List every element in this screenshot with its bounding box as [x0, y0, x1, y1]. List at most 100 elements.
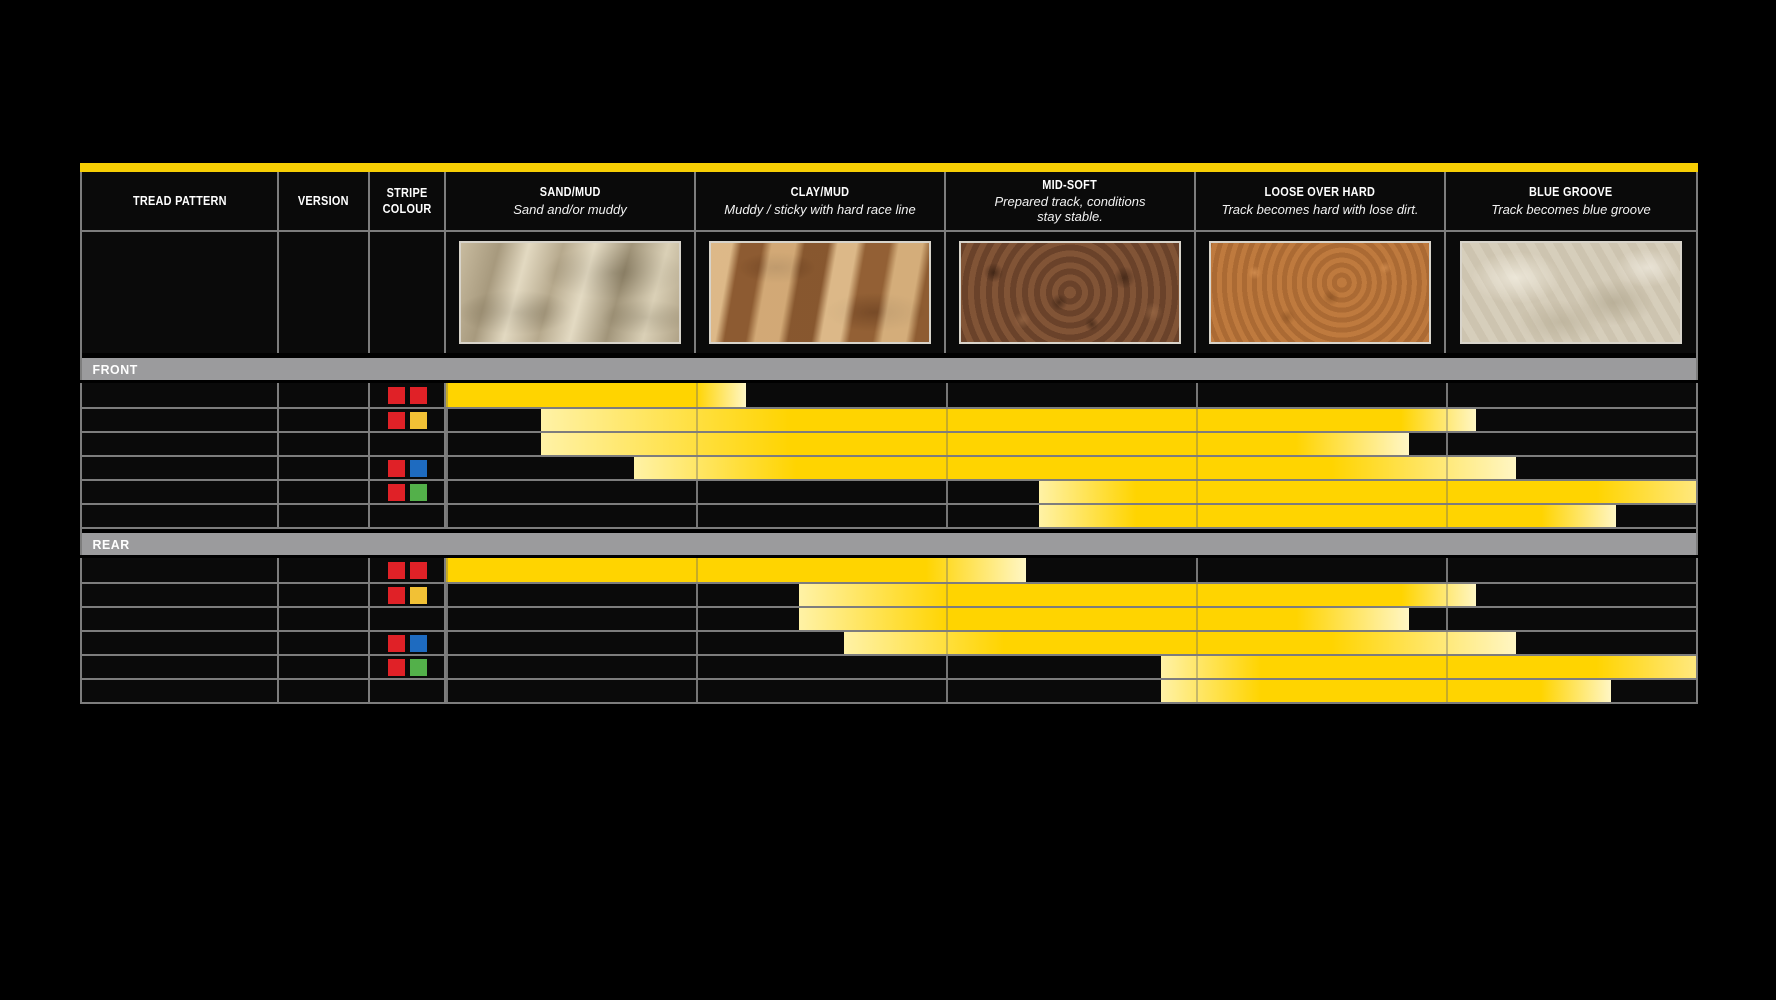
swatch-cell-sand-mud: [446, 232, 696, 353]
application-range-bar: [798, 584, 1476, 606]
midsoft-texture-image: [959, 241, 1181, 344]
tread-pattern-cell: [82, 558, 279, 582]
condition-subtitle: Sand and/or muddy: [513, 201, 627, 217]
table-row: [80, 479, 1698, 503]
column-header-label: VERSION: [298, 192, 349, 208]
tread-pattern-cell: [82, 632, 279, 654]
tread-pattern-cell: [82, 656, 279, 678]
stripe-colour-cell: [370, 457, 446, 479]
stripe-colour-cell: [370, 680, 446, 702]
table-row: [80, 678, 1698, 702]
condition-title: SAND/MUD: [539, 184, 601, 200]
stripe-red-swatch: [387, 561, 405, 579]
condition-bar-area: [446, 481, 1696, 503]
version-cell: [279, 457, 370, 479]
stripe-colour-cell: [370, 433, 446, 455]
column-header-tread-pattern: TREAD PATTERN: [82, 172, 279, 230]
stripe-blue-swatch: [409, 634, 427, 652]
column-header-sand-mud: SAND/MUD Sand and/or muddy: [446, 172, 696, 230]
condition-bar-area: [446, 680, 1696, 702]
table-row: [80, 407, 1698, 431]
version-cell: [279, 680, 370, 702]
column-header-loose-over-hard: LOOSE OVER HARD Track becomes hard with l…: [1196, 172, 1446, 230]
stripe-red-swatch: [387, 586, 405, 604]
condition-bar-area: [446, 457, 1696, 479]
column-header-label: STRIPE COLOUR: [382, 184, 432, 216]
empty-cell: [82, 232, 279, 353]
section-rows: [80, 383, 1698, 529]
condition-title: LOOSE OVER HARD: [1264, 184, 1376, 200]
version-cell: [279, 656, 370, 678]
version-cell: [279, 383, 370, 407]
application-range-bar: [633, 457, 1516, 479]
section-band-rear: REAR: [80, 533, 1698, 555]
condition-title: BLUE GROOVE: [1529, 184, 1613, 200]
application-range-bar: [446, 558, 1026, 582]
section-band-front: FRONT: [80, 358, 1698, 380]
table-row: [80, 455, 1698, 479]
column-header-stripe-colour: STRIPE COLOUR: [370, 172, 446, 230]
table-row: [80, 582, 1698, 606]
tread-pattern-cell: [82, 680, 279, 702]
column-header-mid-soft: MID-SOFT Prepared track, conditions stay …: [946, 172, 1196, 230]
table-row: [80, 431, 1698, 455]
tread-pattern-cell: [82, 433, 279, 455]
table-gap: [80, 353, 1698, 358]
stripe-colour-cell: [370, 608, 446, 630]
version-cell: [279, 584, 370, 606]
swatch-cell-blue-groove: [1446, 232, 1696, 353]
section-label: FRONT: [92, 361, 138, 377]
condition-bar-area: [446, 584, 1696, 606]
section-rows: [80, 558, 1698, 704]
sand-texture-image: [459, 241, 681, 344]
table-row: [80, 383, 1698, 407]
column-header-blue-groove: BLUE GROOVE Track becomes blue groove: [1446, 172, 1696, 230]
stripe-yellow-swatch: [409, 586, 427, 604]
condition-subtitle: Prepared track, conditions stay stable.: [994, 194, 1146, 225]
table-gap: [80, 529, 1698, 533]
tread-pattern-cell: [82, 409, 279, 431]
condition-bar-area: [446, 409, 1696, 431]
table-header-row: TREAD PATTERN VERSION STRIPE COLOUR SAND…: [80, 172, 1698, 232]
tread-pattern-cell: [82, 481, 279, 503]
condition-swatch-row: [80, 232, 1698, 353]
stripe-colour-cell: [370, 584, 446, 606]
version-cell: [279, 632, 370, 654]
version-cell: [279, 409, 370, 431]
stripe-green-swatch: [409, 658, 427, 676]
swatch-cell-clay-mud: [696, 232, 946, 353]
version-cell: [279, 558, 370, 582]
stripe-colour-cell: [370, 505, 446, 527]
tread-pattern-cell: [82, 608, 279, 630]
clay-texture-image: [709, 241, 931, 344]
stripe-red-swatch: [387, 483, 405, 501]
version-cell: [279, 433, 370, 455]
stripe-colour-cell: [370, 558, 446, 582]
swatch-cell-mid-soft: [946, 232, 1196, 353]
swatch-cell-loose-over-hard: [1196, 232, 1446, 353]
application-range-bar: [798, 608, 1409, 630]
stripe-red-swatch: [387, 459, 405, 477]
application-range-bar: [1038, 505, 1616, 527]
condition-bar-area: [446, 383, 1696, 407]
table-row: [80, 654, 1698, 678]
condition-subtitle: Muddy / sticky with hard race line: [724, 201, 916, 217]
stripe-red-swatch: [387, 658, 405, 676]
application-range-bar: [843, 632, 1516, 654]
condition-bar-area: [446, 632, 1696, 654]
application-range-bar: [1161, 680, 1611, 702]
stripe-colour-cell: [370, 481, 446, 503]
condition-bar-area: [446, 608, 1696, 630]
table-row: [80, 630, 1698, 654]
condition-bar-area: [446, 558, 1696, 582]
empty-cell: [279, 232, 370, 353]
table-row: [80, 558, 1698, 582]
application-range-bar: [446, 383, 746, 407]
stripe-colour-cell: [370, 656, 446, 678]
stripe-green-swatch: [409, 483, 427, 501]
application-range-bar: [1038, 481, 1696, 503]
application-range-bar: [541, 433, 1409, 455]
column-header-label: TREAD PATTERN: [132, 192, 227, 208]
table-sections: FRONT REAR: [80, 358, 1698, 704]
